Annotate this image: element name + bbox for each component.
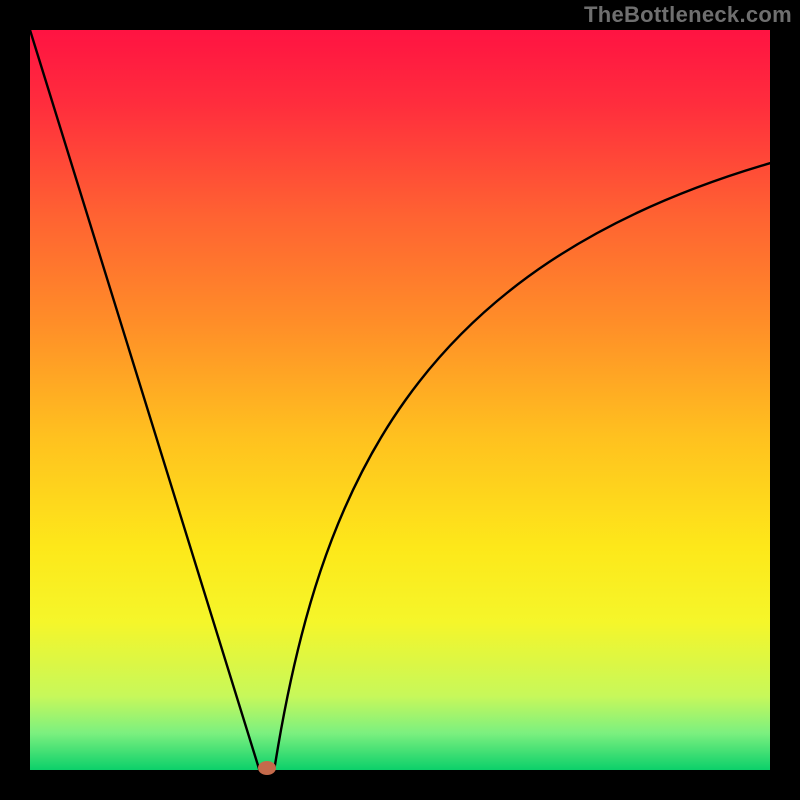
optimal-point-marker [258, 761, 276, 775]
watermark-text: TheBottleneck.com [584, 2, 792, 28]
chart-container: TheBottleneck.com [0, 0, 800, 800]
plot-area [30, 30, 770, 770]
